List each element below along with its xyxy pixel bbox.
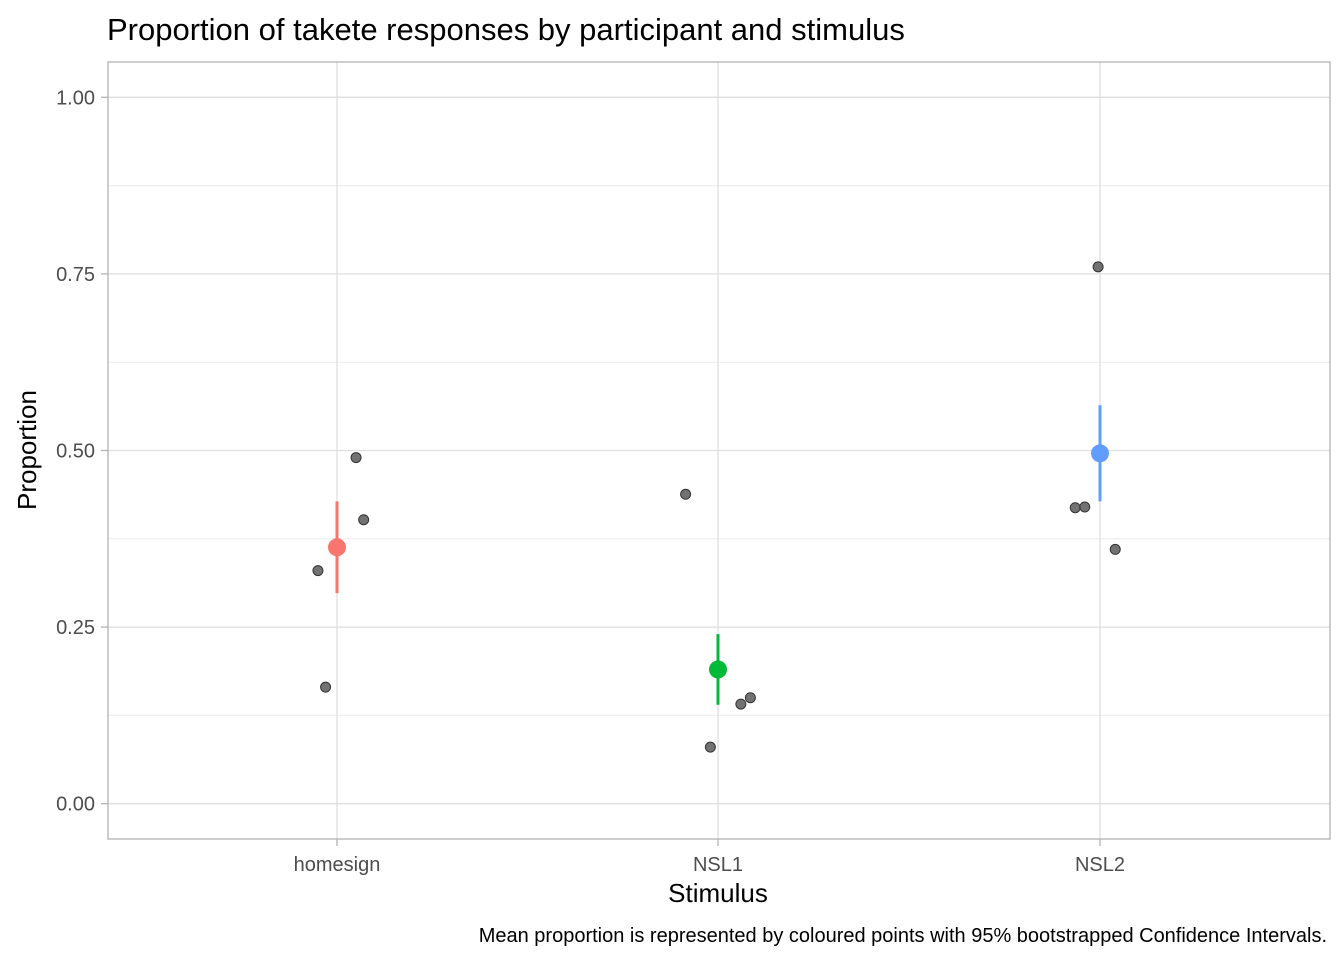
participant-point bbox=[350, 452, 362, 464]
participant-point bbox=[1109, 543, 1121, 555]
mean-point-homesign bbox=[328, 538, 346, 557]
mean-point-nsl2 bbox=[1091, 444, 1109, 463]
participant-point bbox=[744, 692, 756, 704]
participant-point bbox=[704, 741, 716, 753]
y-tick-label: 0.25 bbox=[56, 617, 95, 639]
participant-point bbox=[680, 488, 692, 500]
grid-layer bbox=[108, 62, 1330, 839]
y-axis-title: Proportion bbox=[12, 390, 42, 510]
y-tick-label: 1.00 bbox=[56, 87, 95, 109]
ticks-layer: 0.00 0.25 0.50 0.75 1.00 homesign NSL1 NSL2 bbox=[56, 87, 1125, 876]
y-tick-label: 0.50 bbox=[56, 441, 95, 463]
participant-point bbox=[1092, 261, 1104, 273]
x-axis-title: Stimulus bbox=[668, 878, 768, 908]
y-tick-label: 0.00 bbox=[56, 794, 95, 816]
chart-caption: Mean proportion is represented by colour… bbox=[479, 925, 1327, 947]
mean-point-nsl1 bbox=[709, 660, 727, 679]
participant-point bbox=[1069, 502, 1081, 514]
x-tick-label: NSL2 bbox=[1075, 854, 1125, 876]
x-tick-label: homesign bbox=[294, 854, 381, 876]
x-tick-label: NSL1 bbox=[693, 854, 743, 876]
participant-point bbox=[358, 514, 370, 526]
marks-layer bbox=[312, 261, 1121, 753]
participant-point bbox=[1079, 501, 1091, 513]
participant-point bbox=[320, 681, 332, 693]
participant-point bbox=[735, 698, 747, 710]
participant-point bbox=[312, 565, 324, 577]
y-tick-label: 0.75 bbox=[56, 264, 95, 286]
chart-title: Proportion of takete responses by partic… bbox=[107, 12, 905, 47]
